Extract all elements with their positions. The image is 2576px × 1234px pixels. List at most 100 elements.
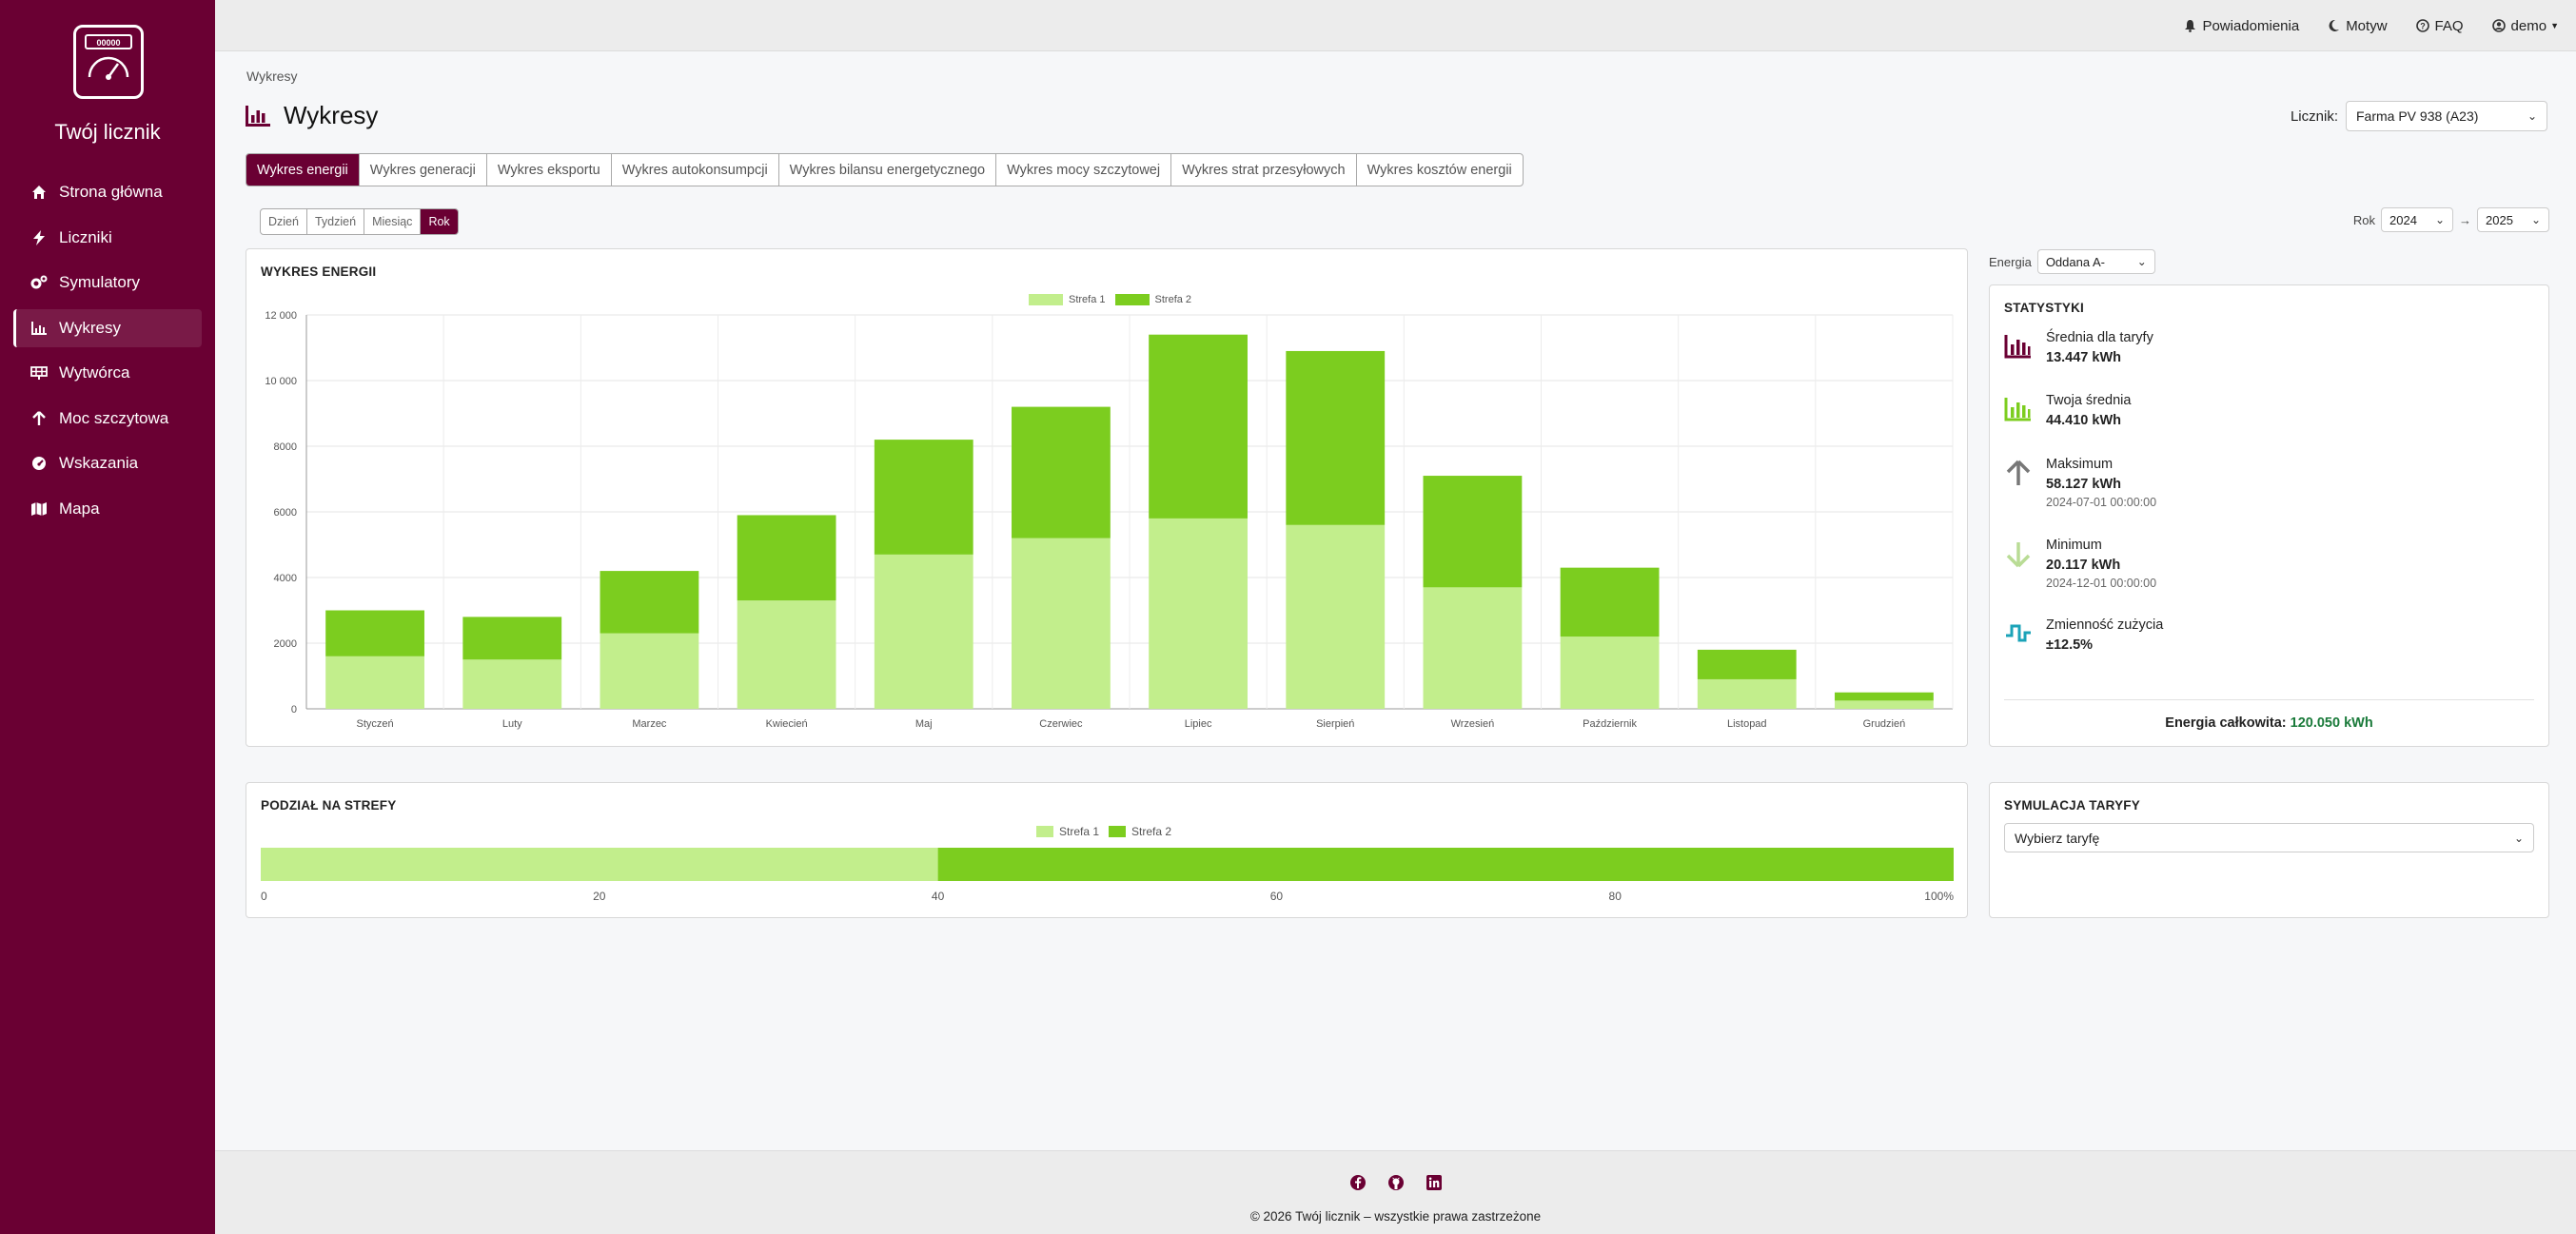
bar-zone2[interactable] [600, 571, 699, 634]
bar-zone1[interactable] [737, 600, 836, 709]
range-arrow: → [2459, 212, 2471, 227]
faq-button[interactable]: ? FAQ [2415, 17, 2464, 34]
faq-label: FAQ [2434, 17, 2464, 34]
gears-icon [30, 274, 48, 291]
bar-zone2[interactable] [874, 440, 973, 555]
user-menu[interactable]: demo ▼ [2491, 18, 2559, 34]
bar-zone1[interactable] [600, 633, 699, 709]
x-tick-label: Luty [502, 718, 522, 730]
year-label: Rok [2352, 212, 2375, 227]
sidebar-item-readings[interactable]: Wskazania [13, 444, 202, 482]
svg-text:00000: 00000 [96, 38, 120, 48]
meter-logo-icon: 00000 [85, 34, 132, 80]
sidebar-item-charts[interactable]: Wykresy [13, 308, 202, 347]
energy-type-select[interactable]: Oddana A- ⌄ [2036, 249, 2155, 274]
sidebar-item-simulators[interactable]: Symulatory [13, 264, 202, 302]
bar-zone1[interactable] [1697, 678, 1797, 709]
github-icon[interactable] [1387, 1174, 1405, 1196]
bar-zone2[interactable] [1423, 476, 1523, 588]
footer-social-icons [215, 1174, 2576, 1196]
sidebar-item-label: Mapa [59, 499, 100, 518]
bar-zone2[interactable] [737, 515, 836, 601]
chart-icon [246, 105, 270, 127]
bar-zone2[interactable] [1697, 649, 1797, 679]
tab-peak-power[interactable]: Wykres mocy szczytowej [996, 154, 1172, 186]
facebook-icon[interactable] [1349, 1174, 1367, 1196]
bar-zone2[interactable] [1286, 350, 1386, 525]
chevron-down-icon: ▼ [2550, 21, 2559, 30]
x-tick-label: Marzec [632, 718, 667, 730]
logo[interactable]: 00000 [73, 25, 144, 99]
meter-select[interactable]: Farma PV 938 (A23) ⌄ [2346, 101, 2547, 131]
bar-zone1[interactable] [1012, 538, 1111, 709]
legend-label-zone2: Strefa 2 [1154, 294, 1192, 305]
bar-zone1[interactable] [874, 554, 973, 709]
breadcrumb[interactable]: Wykresy [246, 69, 298, 84]
sidebar-item-home[interactable]: Strona główna [13, 173, 202, 211]
year-from-select[interactable]: 2024 ⌄ [2381, 207, 2453, 232]
x-tick-label: Wrzesień [1451, 718, 1495, 730]
legend-swatch-zone2 [1114, 294, 1150, 305]
sidebar-item-map[interactable]: Mapa [13, 490, 202, 528]
bar-zone1[interactable] [1286, 524, 1386, 709]
tab-autoconsumption[interactable]: Wykres autokonsumpcji [612, 154, 779, 186]
sidebar-item-label: Liczniki [59, 227, 112, 246]
bar-zone1[interactable] [1560, 637, 1660, 709]
x-tick-label: 100% [1924, 890, 1954, 903]
sidebar-item-peak-power[interactable]: Moc szczytowa [13, 400, 202, 438]
legend-item-zone1[interactable]: Strefa 1 [1036, 825, 1099, 838]
bar-zone1[interactable] [1423, 587, 1523, 709]
legend-item-zone1[interactable]: Strefa 1 [1029, 294, 1106, 305]
period-year-button[interactable]: Rok [421, 209, 458, 234]
legend-label-zone1: Strefa 1 [1069, 294, 1106, 305]
bar-zone2[interactable] [1012, 406, 1111, 539]
legend-swatch-zone2 [1109, 826, 1127, 837]
tariff-card: SYMULACJA TARYFY Wybierz taryfę ⌄ [1989, 782, 2549, 918]
theme-label: Motyw [2346, 17, 2388, 34]
zone2-share-bar[interactable] [937, 848, 1954, 881]
tab-energy-balance[interactable]: Wykres bilansu energetycznego [779, 154, 997, 186]
bar-zone2[interactable] [325, 610, 424, 656]
tab-export[interactable]: Wykres eksportu [487, 154, 612, 186]
sidebar-item-meters[interactable]: Liczniki [13, 219, 202, 257]
bar-zone2[interactable] [462, 617, 562, 660]
bar-zone1[interactable] [1149, 518, 1248, 709]
legend-item-zone2[interactable]: Strefa 2 [1109, 825, 1171, 838]
stat-value: 58.127 kWh [2046, 477, 2121, 492]
bar-zone1[interactable] [462, 659, 562, 709]
theme-button[interactable]: Motyw [2328, 17, 2388, 34]
tab-energy-costs[interactable]: Wykres kosztów energii [1367, 162, 1512, 178]
meter-selector: Licznik: Farma PV 938 (A23) ⌄ [2291, 101, 2547, 131]
period-month-button[interactable]: Miesiąc [364, 209, 422, 234]
year-to-select[interactable]: 2025 ⌄ [2477, 207, 2549, 232]
chart-icon [30, 320, 48, 337]
energy-filter-label: Energia [1989, 254, 2032, 269]
legend-swatch-zone1 [1036, 826, 1053, 837]
bar-zone1[interactable] [325, 656, 424, 709]
tariff-select[interactable]: Wybierz taryfę ⌄ [2004, 823, 2534, 852]
tab-transmission-losses[interactable]: Wykres strat przesyłowych [1171, 154, 1357, 186]
zones-chart-svg: 0 20 40 60 80 100% [261, 848, 1954, 903]
sidebar-item-producer[interactable]: Wytwórca [13, 354, 202, 392]
period-week-button[interactable]: Tydzień [307, 209, 365, 234]
notifications-button[interactable]: Powiadomienia [2184, 18, 2299, 34]
footer: © 2026 Twój licznik – wszystkie prawa za… [215, 1150, 2576, 1234]
energy-filter: Energia Oddana A- ⌄ [1989, 249, 2155, 274]
solar-panel-icon [30, 364, 48, 382]
stats-card: STATYSTYKI Średnia dla taryfy 13.447 kWh… [1989, 284, 2549, 747]
bar-zone2[interactable] [1560, 567, 1660, 637]
bar-zone2[interactable] [1835, 692, 1934, 701]
bar-zone1[interactable] [1835, 700, 1934, 709]
zone1-share-bar[interactable] [261, 848, 938, 881]
bar-zone2[interactable] [1149, 334, 1248, 519]
legend-item-zone2[interactable]: Strefa 2 [1114, 294, 1192, 305]
y-tick-label: 4000 [274, 573, 297, 584]
sidebar-item-label: Wytwórca [59, 363, 130, 382]
bolt-icon [30, 229, 48, 246]
tab-energy[interactable]: Wykres energii [246, 154, 360, 186]
linkedin-icon[interactable] [1426, 1174, 1443, 1196]
tab-generation[interactable]: Wykres generacji [360, 154, 487, 186]
period-day-button[interactable]: Dzień [261, 209, 307, 234]
tariff-select-placeholder: Wybierz taryfę [2015, 830, 2100, 846]
zones-card: PODZIAŁ NA STREFY Strefa 1 Strefa 2 0 20 4… [246, 782, 1968, 918]
